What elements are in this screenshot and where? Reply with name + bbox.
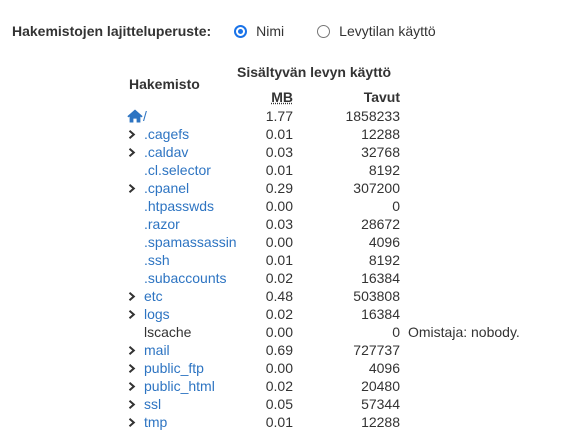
- chevron-right-icon[interactable]: [126, 377, 138, 395]
- usage-bytes: 8192: [368, 162, 400, 178]
- directory-link[interactable]: .spamassassin: [144, 234, 237, 250]
- chevron-right-icon[interactable]: [126, 359, 138, 377]
- usage-mb: 0.69: [265, 342, 293, 358]
- usage-bytes: 4096: [368, 360, 400, 376]
- usage-bytes: 8192: [368, 252, 400, 268]
- directory-link[interactable]: .caldav: [144, 144, 189, 160]
- usage-mb: 0.02: [265, 270, 293, 286]
- directory-name: lscache: [144, 324, 192, 340]
- table-row: .ssh 0.01 8192: [0, 251, 587, 269]
- directory-link[interactable]: .razor: [144, 216, 180, 232]
- chevron-right-icon[interactable]: [126, 413, 138, 431]
- table-row: .cl.selector 0.01 8192: [0, 161, 587, 179]
- directory-link[interactable]: .ssh: [144, 252, 170, 268]
- usage-bytes: 12288: [361, 126, 400, 142]
- usage-mb: 0.00: [265, 198, 293, 214]
- usage-mb: 0.03: [265, 144, 293, 160]
- directory-link[interactable]: mail: [144, 342, 170, 358]
- usage-bytes: 20480: [361, 378, 400, 394]
- table-row: .razor 0.03 28672: [0, 215, 587, 233]
- usage-bytes: 32768: [361, 144, 400, 160]
- usage-mb: 0.01: [265, 414, 293, 430]
- usage-bytes: 307200: [353, 180, 400, 196]
- chevron-right-icon[interactable]: [126, 179, 138, 197]
- usage-mb: 1.77: [265, 108, 293, 124]
- usage-mb: 0.01: [265, 162, 293, 178]
- directory-link[interactable]: public_html: [144, 378, 215, 394]
- usage-mb: 0.02: [265, 306, 293, 322]
- usage-column-header: Sisältyvän levyn käyttö: [237, 64, 392, 80]
- usage-bytes: 727737: [353, 342, 400, 358]
- usage-bytes: 57344: [361, 396, 400, 412]
- directory-link[interactable]: ssl: [144, 396, 162, 412]
- table-row: lscache 0.00 0 Omistaja: nobody.: [0, 323, 587, 341]
- bytes-column-header: Tavut: [363, 89, 400, 105]
- table-row: ssl 0.05 57344: [0, 395, 587, 413]
- chevron-right-icon[interactable]: [126, 287, 138, 305]
- directory-column-header: Hakemisto: [129, 76, 200, 92]
- table-row: .cpanel 0.29 307200: [0, 179, 587, 197]
- sort-by-name-option[interactable]: Nimi: [234, 23, 284, 39]
- usage-mb: 0.03: [265, 216, 293, 232]
- table-row: .cagefs 0.01 12288: [0, 125, 587, 143]
- chevron-right-icon[interactable]: [126, 143, 138, 161]
- table-row: .subaccounts 0.02 16384: [0, 269, 587, 287]
- chevron-right-icon[interactable]: [126, 305, 138, 323]
- home-icon[interactable]: [127, 109, 143, 123]
- usage-mb: 0.00: [265, 360, 293, 376]
- chevron-right-icon[interactable]: [126, 395, 138, 413]
- usage-bytes: 16384: [361, 270, 400, 286]
- table-row: logs 0.02 16384: [0, 305, 587, 323]
- directory-link[interactable]: .subaccounts: [144, 270, 227, 286]
- directory-table-body: / 1.77 1858233 .cagefs 0.01 12288 .caldav 0.03 3…: [0, 107, 587, 431]
- usage-mb: 0.48: [265, 288, 293, 304]
- usage-mb: 0.01: [265, 126, 293, 142]
- sort-by-usage-label[interactable]: Levytilan käyttö: [339, 23, 436, 39]
- usage-mb: 0.05: [265, 396, 293, 412]
- usage-bytes: 0: [392, 198, 400, 214]
- sort-by-name-radio[interactable]: [234, 24, 248, 38]
- usage-bytes: 4096: [368, 234, 400, 250]
- sort-by-name-label[interactable]: Nimi: [256, 23, 285, 39]
- usage-bytes: 0: [392, 324, 400, 340]
- owner-note: Omistaja: nobody.: [408, 324, 520, 340]
- usage-mb: 0.29: [265, 180, 293, 196]
- table-row: public_ftp 0.00 4096: [0, 359, 587, 377]
- table-row: .caldav 0.03 32768: [0, 143, 587, 161]
- table-row: mail 0.69 727737: [0, 341, 587, 359]
- usage-mb: 0.02: [265, 378, 293, 394]
- directory-link[interactable]: .cagefs: [144, 126, 190, 142]
- usage-bytes: 28672: [361, 216, 400, 232]
- table-row: tmp 0.01 12288: [0, 413, 587, 431]
- directory-link[interactable]: /: [143, 108, 147, 124]
- usage-mb: 0.00: [265, 234, 293, 250]
- table-row: public_html 0.02 20480: [0, 377, 587, 395]
- usage-bytes: 1858233: [345, 108, 400, 124]
- directory-link[interactable]: .htpasswds: [144, 198, 215, 214]
- chevron-right-icon[interactable]: [126, 125, 138, 143]
- directory-link[interactable]: .cl.selector: [144, 162, 211, 178]
- usage-bytes: 12288: [361, 414, 400, 430]
- usage-bytes: 16384: [361, 306, 400, 322]
- chevron-right-icon[interactable]: [126, 341, 138, 359]
- table-row: .spamassassin 0.00 4096: [0, 233, 587, 251]
- table-row: .htpasswds 0.00 0: [0, 197, 587, 215]
- usage-bytes: 503808: [353, 288, 400, 304]
- directory-link[interactable]: public_ftp: [144, 360, 204, 376]
- sort-label: Hakemistojen lajitteluperuste:: [12, 23, 212, 39]
- table-row: / 1.77 1858233: [0, 107, 587, 125]
- directory-link[interactable]: etc: [144, 288, 163, 304]
- directory-link[interactable]: .cpanel: [144, 180, 190, 196]
- directory-link[interactable]: tmp: [144, 414, 168, 430]
- table-row: etc 0.48 503808: [0, 287, 587, 305]
- usage-mb: 0.00: [265, 324, 293, 340]
- sort-by-usage-option[interactable]: Levytilan käyttö: [317, 23, 436, 39]
- usage-mb: 0.01: [265, 252, 293, 268]
- mb-column-header: MB: [271, 89, 293, 105]
- directory-link[interactable]: logs: [144, 306, 170, 322]
- sort-options: Hakemistojen lajitteluperuste: Nimi Levy…: [12, 21, 436, 41]
- sort-by-usage-radio[interactable]: [317, 24, 331, 38]
